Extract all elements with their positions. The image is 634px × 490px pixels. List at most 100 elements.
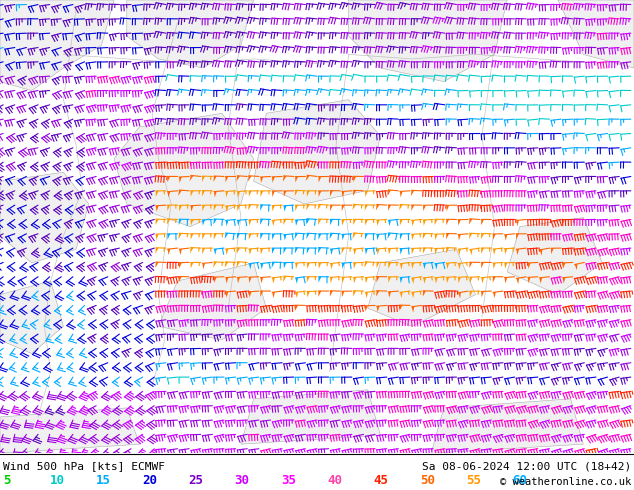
Polygon shape [349, 0, 507, 82]
Polygon shape [156, 206, 158, 212]
Polygon shape [365, 248, 368, 255]
Polygon shape [458, 234, 461, 241]
Polygon shape [470, 291, 472, 297]
Polygon shape [167, 205, 170, 211]
Polygon shape [562, 277, 566, 284]
Polygon shape [249, 277, 252, 283]
Polygon shape [353, 249, 356, 255]
Polygon shape [505, 277, 507, 283]
Polygon shape [191, 263, 193, 269]
Polygon shape [562, 263, 566, 269]
Polygon shape [516, 249, 519, 255]
Polygon shape [214, 277, 217, 283]
Polygon shape [191, 206, 193, 212]
Polygon shape [260, 219, 263, 225]
Polygon shape [516, 234, 519, 240]
Text: 20: 20 [142, 474, 157, 487]
Polygon shape [330, 220, 333, 225]
Polygon shape [179, 263, 182, 269]
Polygon shape [241, 390, 380, 444]
Polygon shape [388, 292, 391, 298]
Polygon shape [481, 292, 484, 297]
Polygon shape [388, 263, 391, 269]
Polygon shape [237, 192, 240, 197]
Polygon shape [470, 249, 472, 255]
Polygon shape [179, 219, 182, 225]
Polygon shape [225, 262, 228, 268]
Polygon shape [179, 205, 182, 211]
Polygon shape [458, 249, 461, 255]
Polygon shape [295, 305, 298, 311]
Polygon shape [411, 220, 415, 226]
Polygon shape [0, 0, 114, 91]
Polygon shape [318, 277, 321, 283]
Polygon shape [411, 248, 414, 254]
Polygon shape [411, 306, 415, 313]
Polygon shape [330, 249, 333, 255]
Polygon shape [458, 292, 461, 298]
Polygon shape [0, 408, 139, 453]
Polygon shape [214, 219, 217, 225]
Polygon shape [353, 277, 356, 283]
Polygon shape [342, 263, 345, 269]
Polygon shape [493, 234, 496, 240]
Polygon shape [423, 233, 426, 239]
Polygon shape [342, 277, 345, 283]
Polygon shape [236, 262, 240, 268]
Polygon shape [226, 191, 228, 197]
Polygon shape [307, 277, 309, 283]
Polygon shape [190, 247, 193, 253]
Polygon shape [306, 204, 310, 210]
Polygon shape [551, 248, 553, 254]
Polygon shape [400, 263, 403, 270]
Polygon shape [446, 263, 450, 269]
Polygon shape [400, 277, 403, 283]
Polygon shape [167, 234, 170, 240]
Polygon shape [434, 219, 437, 225]
Polygon shape [388, 248, 391, 254]
Polygon shape [353, 220, 356, 225]
Polygon shape [226, 249, 228, 255]
Polygon shape [226, 292, 228, 298]
Text: 50: 50 [420, 474, 435, 487]
Polygon shape [540, 277, 542, 284]
Polygon shape [248, 176, 252, 182]
Polygon shape [342, 248, 344, 254]
Polygon shape [179, 249, 182, 255]
Polygon shape [423, 248, 426, 254]
Polygon shape [261, 277, 263, 283]
Text: Wind 500 hPa [kts] ECMWF: Wind 500 hPa [kts] ECMWF [3, 462, 165, 471]
Polygon shape [214, 249, 217, 255]
Polygon shape [295, 292, 298, 298]
Polygon shape [399, 305, 403, 311]
Polygon shape [318, 191, 321, 197]
Polygon shape [226, 220, 228, 226]
Polygon shape [342, 205, 344, 211]
Polygon shape [158, 263, 266, 340]
Text: 10: 10 [49, 474, 65, 487]
Polygon shape [481, 262, 484, 268]
Polygon shape [318, 291, 321, 297]
Polygon shape [400, 191, 403, 197]
Polygon shape [261, 177, 263, 183]
Polygon shape [178, 233, 182, 239]
Polygon shape [493, 292, 496, 298]
Polygon shape [155, 219, 158, 225]
Polygon shape [446, 205, 449, 211]
Polygon shape [191, 220, 193, 225]
Polygon shape [435, 248, 437, 254]
Polygon shape [353, 191, 356, 196]
Polygon shape [318, 234, 321, 240]
Polygon shape [387, 233, 391, 239]
Polygon shape [260, 205, 263, 211]
Polygon shape [178, 190, 182, 196]
Polygon shape [237, 277, 240, 283]
Polygon shape [261, 248, 263, 254]
Polygon shape [295, 176, 298, 182]
Polygon shape [574, 264, 578, 270]
Polygon shape [202, 191, 205, 196]
Polygon shape [368, 249, 476, 326]
Text: 30: 30 [235, 474, 250, 487]
Polygon shape [446, 234, 449, 240]
Polygon shape [167, 192, 171, 197]
